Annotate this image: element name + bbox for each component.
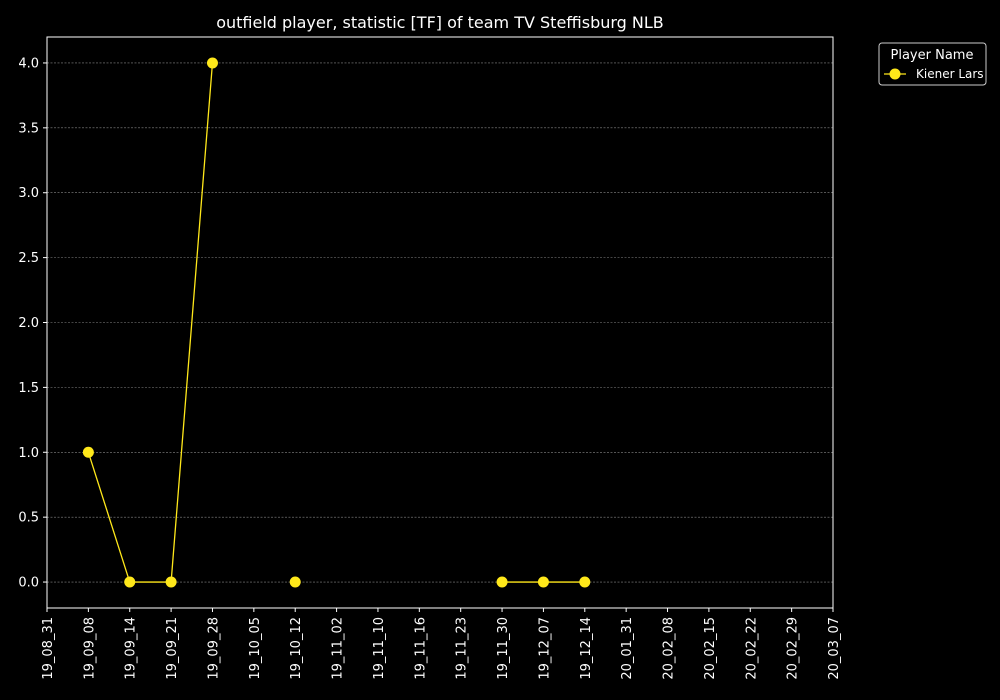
- y-axis: 0.0 0.5 1.0 1.5 2.0 2.5 3.0 3.5 4.0: [18, 56, 47, 591]
- x-tick-label: 19_11_16: [413, 617, 428, 680]
- series-line: [87, 62, 214, 583]
- series-layer: [82, 57, 591, 588]
- y-tick-label: 3.0: [18, 186, 39, 201]
- x-tick-label: 19_11_02: [331, 617, 346, 680]
- data-point: [579, 576, 591, 588]
- x-tick-label: 20_02_08: [662, 617, 677, 680]
- chart-title: outfield player, statistic [TF] of team …: [216, 13, 664, 32]
- data-point: [289, 576, 301, 588]
- data-point: [537, 576, 549, 588]
- y-tick-label: 2.0: [18, 316, 39, 331]
- x-tick-label: 19_09_28: [206, 617, 221, 680]
- legend-marker: [889, 68, 901, 80]
- x-tick-label: 20_02_29: [786, 617, 801, 680]
- data-point: [496, 576, 508, 588]
- grid-lines: [47, 62, 833, 583]
- x-tick-label: 19_12_07: [537, 617, 552, 680]
- data-point: [82, 446, 94, 458]
- data-point: [124, 576, 136, 588]
- y-tick-label: 2.5: [18, 251, 39, 266]
- x-tick-label: 19_12_14: [579, 617, 594, 680]
- y-tick-label: 4.0: [18, 56, 39, 71]
- y-tick-label: 0.5: [18, 511, 39, 526]
- x-tick-label: 19_11_30: [496, 617, 511, 680]
- y-tick-label: 3.5: [18, 121, 39, 136]
- x-tick-label: 20_03_07: [827, 617, 842, 680]
- x-tick-label: 19_09_08: [82, 617, 97, 680]
- data-point: [206, 57, 218, 69]
- data-point: [165, 576, 177, 588]
- x-tick-label: 19_09_21: [165, 617, 180, 680]
- y-tick-label: 0.0: [18, 576, 39, 591]
- y-tick-label: 1.5: [18, 381, 39, 396]
- x-tick-label: 19_10_12: [289, 617, 304, 680]
- legend-title: Player Name: [891, 48, 974, 63]
- y-tick-label: 1.0: [18, 446, 39, 461]
- x-tick-label: 19_10_05: [248, 617, 263, 680]
- x-axis: 19_08_31 19_09_08 19_09_14 19_09_21 19_09_28…: [41, 608, 842, 680]
- x-tick-label: 19_11_23: [455, 617, 470, 680]
- x-tick-label: 20_01_31: [620, 617, 635, 680]
- legend: Player Name Kiener Lars: [878, 42, 987, 86]
- x-tick-label: 19_11_10: [372, 617, 387, 680]
- x-tick-label: 19_09_14: [124, 617, 139, 680]
- x-tick-label: 19_08_31: [41, 617, 56, 680]
- x-tick-label: 20_02_22: [744, 617, 759, 680]
- x-tick-label: 20_02_15: [703, 617, 718, 680]
- legend-label: Kiener Lars: [916, 67, 984, 81]
